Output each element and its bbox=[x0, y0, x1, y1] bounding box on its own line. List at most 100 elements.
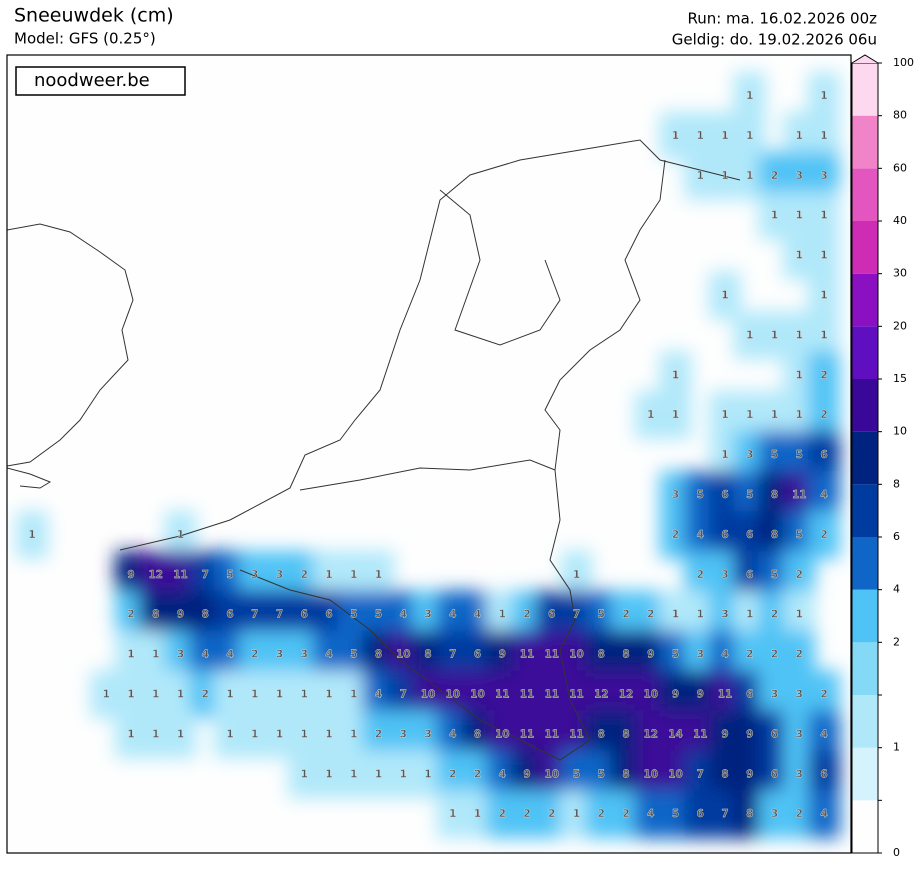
snow-value: 9 bbox=[672, 689, 679, 701]
snow-value: 11 bbox=[520, 728, 535, 740]
snow-value: 1 bbox=[226, 689, 233, 701]
snow-value: 1 bbox=[449, 808, 456, 820]
title: Sneeuwdek (cm) bbox=[14, 5, 174, 27]
snow-value: 5 bbox=[350, 609, 357, 621]
snow-value: 1 bbox=[796, 130, 803, 142]
snow-value: 1 bbox=[276, 728, 283, 740]
colorbar-segment bbox=[852, 63, 878, 116]
snow-value: 11 bbox=[792, 489, 807, 501]
snow-value: 1 bbox=[127, 689, 134, 701]
valid: Geldig: do. 19.02.2026 06u bbox=[672, 31, 877, 49]
snow-value: 8 bbox=[424, 649, 431, 661]
snow-value: 6 bbox=[474, 649, 481, 661]
snow-value: 11 bbox=[520, 649, 535, 661]
colorbar-label: 8 bbox=[893, 477, 900, 490]
snow-value: 2 bbox=[647, 609, 654, 621]
snow-value: 3 bbox=[796, 728, 803, 740]
snow-value: 2 bbox=[820, 689, 827, 701]
snow-value: 1 bbox=[721, 449, 728, 461]
snow-value: 1 bbox=[350, 569, 357, 581]
snow-value: 2 bbox=[672, 529, 679, 541]
snow-value: 1 bbox=[647, 409, 654, 421]
colorbar-segment bbox=[852, 379, 878, 432]
run: Run: ma. 16.02.2026 00z bbox=[687, 10, 877, 28]
snow-value: 1 bbox=[820, 130, 827, 142]
snow-value: 1 bbox=[573, 569, 580, 581]
watermark: noodweer.be bbox=[34, 70, 150, 91]
snow-value: 3 bbox=[796, 689, 803, 701]
snow-value: 1 bbox=[127, 649, 134, 661]
snow-value: 1 bbox=[820, 90, 827, 102]
snow-value: 9 bbox=[697, 689, 704, 701]
snow-value: 5 bbox=[796, 449, 803, 461]
snow-value: 4 bbox=[202, 649, 209, 661]
snow-value: 3 bbox=[424, 728, 431, 740]
snow-value: 8 bbox=[622, 728, 629, 740]
colorbar-label: 6 bbox=[893, 530, 900, 543]
snow-value: 1 bbox=[152, 728, 159, 740]
snow-value: 1 bbox=[350, 768, 357, 780]
snow-value: 5 bbox=[226, 569, 233, 581]
snow-value: 2 bbox=[796, 649, 803, 661]
colorbar-segment bbox=[852, 537, 878, 590]
snow-value: 8 bbox=[474, 728, 481, 740]
snow-value: 4 bbox=[400, 609, 407, 621]
snow-value: 1 bbox=[400, 768, 407, 780]
snow-value: 1 bbox=[796, 369, 803, 381]
snow-value: 1 bbox=[325, 569, 332, 581]
snow-value: 1 bbox=[350, 728, 357, 740]
snow-value: 4 bbox=[449, 728, 456, 740]
snow-value: 12 bbox=[643, 728, 658, 740]
snow-value: 10 bbox=[643, 768, 658, 780]
snow-value: 1 bbox=[746, 409, 753, 421]
snow-value: 12 bbox=[148, 569, 163, 581]
snow-value: 6 bbox=[746, 529, 753, 541]
snow-value: 1 bbox=[721, 409, 728, 421]
snow-value: 1 bbox=[251, 689, 258, 701]
snow-value: 7 bbox=[573, 609, 580, 621]
snow-value: 1 bbox=[177, 728, 184, 740]
snow-value: 3 bbox=[177, 649, 184, 661]
snow-value: 1 bbox=[672, 130, 679, 142]
snow-value: 5 bbox=[598, 609, 605, 621]
snow-value: 6 bbox=[697, 808, 704, 820]
snow-value: 7 bbox=[697, 768, 704, 780]
snow-value: 7 bbox=[449, 649, 456, 661]
snow-value: 10 bbox=[470, 689, 485, 701]
snow-value: 6 bbox=[325, 609, 332, 621]
snow-value: 1 bbox=[796, 210, 803, 222]
snow-value: 6 bbox=[721, 489, 728, 501]
snow-fill bbox=[16, 72, 840, 839]
colorbar-segment bbox=[852, 115, 878, 169]
snow-value: 1 bbox=[697, 130, 704, 142]
snow-value: 8 bbox=[771, 489, 778, 501]
snow-value: 2 bbox=[796, 808, 803, 820]
snow-value: 1 bbox=[672, 409, 679, 421]
snow-value: 9 bbox=[499, 649, 506, 661]
snow-value: 8 bbox=[375, 649, 382, 661]
snow-value: 1 bbox=[820, 290, 827, 302]
snow-value: 11 bbox=[544, 689, 559, 701]
snow-value: 4 bbox=[499, 768, 506, 780]
colorbar-label: 30 bbox=[893, 267, 907, 280]
snow-value: 8 bbox=[771, 529, 778, 541]
snow-value: 5 bbox=[375, 609, 382, 621]
model: Model: GFS (0.25°) bbox=[14, 30, 156, 48]
snow-value: 1 bbox=[746, 90, 753, 102]
snow-value: 3 bbox=[672, 489, 679, 501]
snow-value: 1 bbox=[152, 689, 159, 701]
colorbar-label: 15 bbox=[893, 372, 907, 385]
colorbar-label: 0 bbox=[893, 846, 900, 859]
snow-value: 5 bbox=[573, 768, 580, 780]
colorbar-segment bbox=[852, 642, 878, 695]
snow-value: 5 bbox=[350, 649, 357, 661]
colorbar-segment bbox=[852, 589, 878, 643]
snow-value: 1 bbox=[771, 329, 778, 341]
snow-value: 10 bbox=[445, 689, 460, 701]
snow-value: 4 bbox=[820, 808, 827, 820]
snow-value: 5 bbox=[697, 489, 704, 501]
england-coast bbox=[7, 223, 134, 467]
snow-value: 2 bbox=[449, 768, 456, 780]
snow-value: 3 bbox=[301, 649, 308, 661]
snow-value: 1 bbox=[375, 768, 382, 780]
